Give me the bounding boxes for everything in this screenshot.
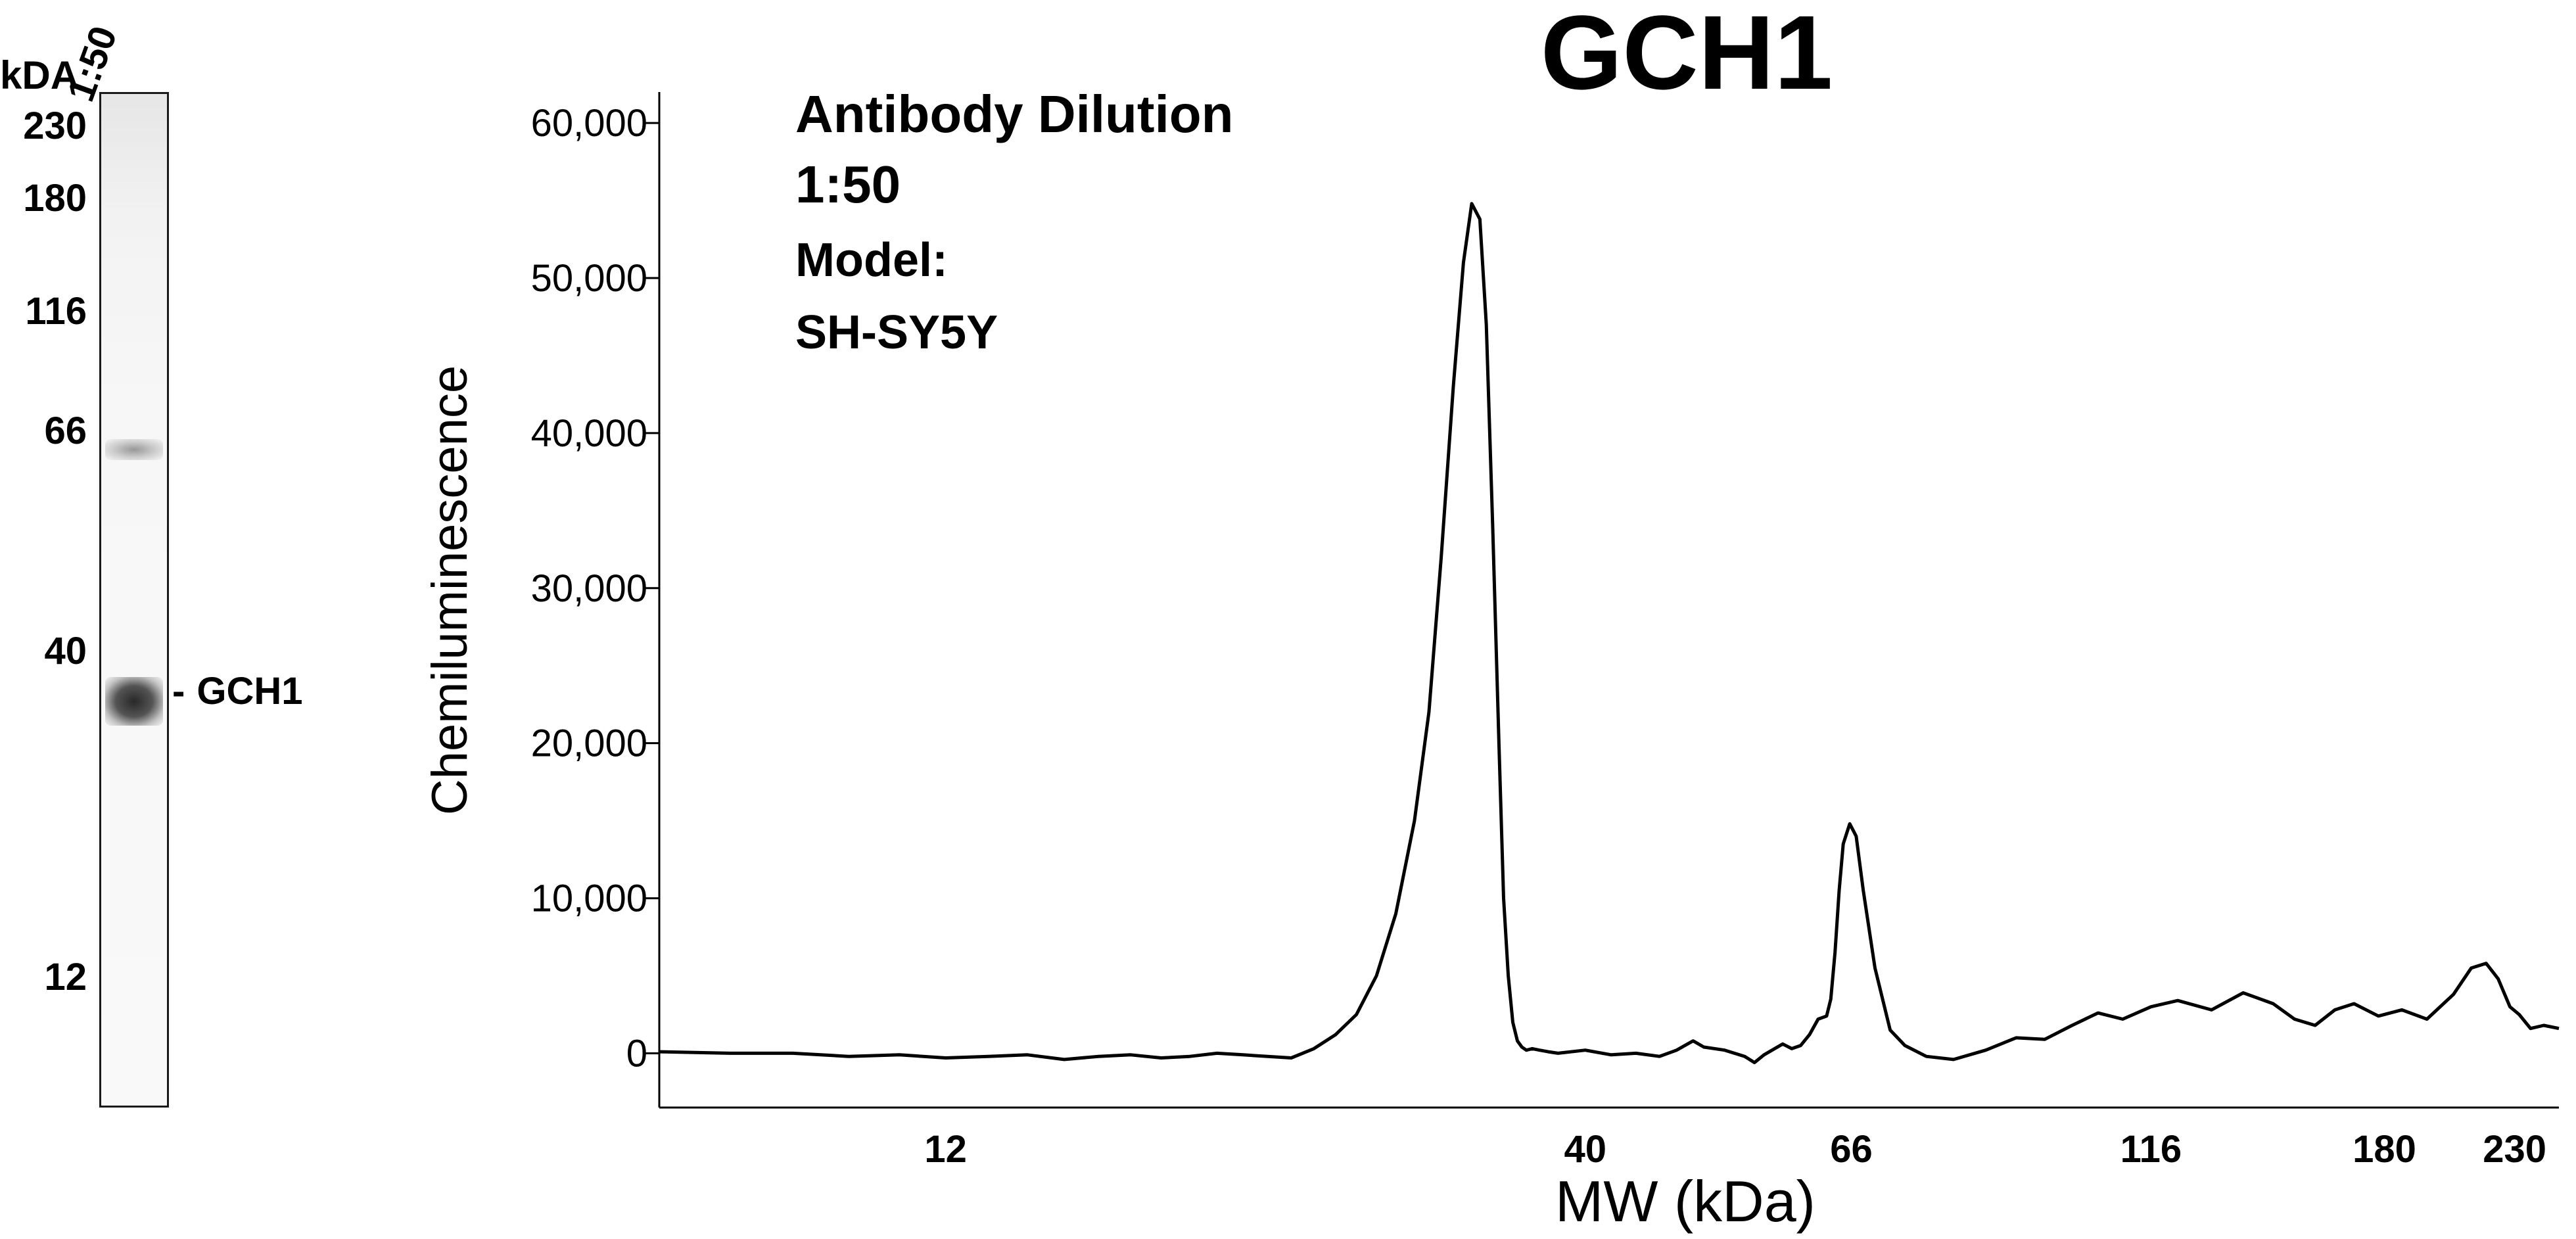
x-tick-label: 180 xyxy=(2353,1128,2416,1171)
y-axis-label: Chemiluminescence xyxy=(422,365,478,815)
series-line xyxy=(659,202,2560,1065)
y-ticks: 0 10,000 20,000 30,000 40,000 50,000 60,000 xyxy=(531,102,659,1075)
lane-background xyxy=(101,94,167,1106)
x-tick-label: 66 xyxy=(1830,1128,1873,1171)
chart-title: GCH1 xyxy=(1541,0,1833,111)
y-tick-label: 50,000 xyxy=(531,257,647,300)
blot-lane xyxy=(99,92,169,1108)
y-tick-label: 40,000 xyxy=(531,412,647,455)
antibody-dilution-heading: Antibody Dilution xyxy=(795,85,1234,143)
x-tick-label: 230 xyxy=(2483,1128,2546,1171)
mw-marker-label: 116 xyxy=(25,290,87,333)
x-tick-label: 12 xyxy=(924,1128,967,1171)
blot-band-66kda xyxy=(105,439,163,460)
y-tick-label: 20,000 xyxy=(531,722,647,765)
blot-band-gch1 xyxy=(105,677,163,726)
mw-marker-label: 180 xyxy=(23,177,87,220)
gch1-band-label: GCH1 xyxy=(172,669,302,713)
kda-unit-label: kDA xyxy=(0,53,80,97)
model-heading: Model: xyxy=(795,234,948,287)
axes xyxy=(658,92,2559,1109)
antibody-dilution-value: 1:50 xyxy=(795,155,901,214)
y-tick-label: 30,000 xyxy=(531,567,647,610)
x-ticks: 12 40 66 116 180 230 xyxy=(924,1128,2546,1171)
x-axis-label: MW (kDa) xyxy=(1555,1169,1815,1234)
x-tick-label: 116 xyxy=(2120,1128,2182,1171)
mw-marker-label: 66 xyxy=(44,409,87,452)
x-tick-label: 40 xyxy=(1564,1128,1607,1171)
mw-marker-label: 40 xyxy=(44,630,87,672)
y-tick-label: 10,000 xyxy=(531,877,647,920)
y-tick-label: 0 xyxy=(626,1032,647,1075)
mw-marker-label: 12 xyxy=(44,956,87,998)
mw-marker-label: 230 xyxy=(23,105,87,147)
y-tick-label: 60,000 xyxy=(531,102,647,145)
model-value: SH-SY5Y xyxy=(795,306,998,359)
